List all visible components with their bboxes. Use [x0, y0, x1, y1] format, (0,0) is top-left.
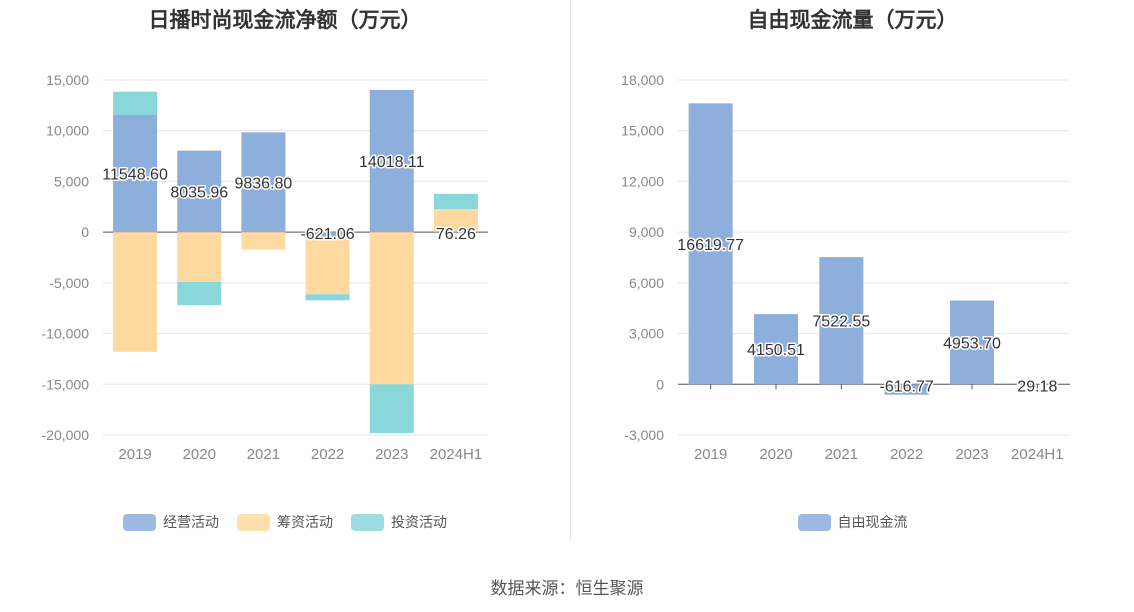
x-tick-label: 2022	[311, 446, 344, 463]
bar-筹资活动	[113, 232, 158, 352]
legend-item[interactable]: 自由现金流	[797, 512, 908, 532]
x-tick-label: 2021	[825, 446, 858, 463]
data-source-footer: 数据来源：恒生聚源	[490, 579, 644, 598]
data-label: -621.06	[300, 226, 354, 243]
y-tick-label: -10,000	[42, 326, 90, 342]
chart-title: 日播时尚现金流净额（万元）	[148, 9, 422, 32]
legend-swatch	[237, 513, 270, 531]
y-tick-label: 6,000	[629, 275, 664, 291]
y-tick-label: -15,000	[42, 376, 90, 392]
legend-label: 投资活动	[391, 514, 447, 530]
y-tick-label: 0	[656, 376, 664, 392]
chart-panel-free-cashflow: 自由现金流量（万元） 18,000 15,000 12,000 9,000 6,000 3…	[571, 0, 1134, 560]
legend-swatch	[123, 513, 156, 531]
y-tick-label: 9,000	[629, 224, 664, 240]
bar-筹资活动	[177, 232, 222, 282]
bar-自由现金流	[884, 384, 929, 395]
bar-筹资活动	[305, 238, 350, 295]
legend-label: 经营活动	[163, 514, 219, 530]
free-cashflow-chart: 18,000 15,000 12,000 9,000 6,000 3,000 0 -3,000…	[621, 72, 1070, 463]
legend-item[interactable]: 投资活动	[351, 512, 447, 532]
bar-自由现金流	[688, 103, 733, 385]
data-label: 11548.60	[102, 167, 168, 184]
data-label: 16619.77	[677, 237, 744, 254]
data-label: 8035.96	[170, 184, 228, 201]
x-tick-label: 2020	[759, 446, 792, 463]
legend: 经营活动 筹资活动 投资活动	[0, 512, 570, 532]
legend-label: 自由现金流	[837, 514, 908, 530]
data-label: 4953.70	[943, 335, 1001, 352]
x-tick-label: 2023	[955, 446, 988, 463]
bar-自由现金流	[1015, 383, 1060, 385]
y-tick-label: 3,000	[629, 326, 664, 342]
legend-swatch	[797, 513, 831, 531]
data-label: 9836.80	[234, 175, 292, 192]
cashflow-net-chart: 15,000 10,000 5,000 0 -5,000 -10,000 -15,000 -2…	[42, 72, 488, 463]
y-tick-label: -20,000	[42, 427, 90, 443]
legend-swatch	[351, 513, 384, 531]
data-label: 7522.55	[812, 314, 870, 331]
legend-item[interactable]: 经营活动	[123, 512, 219, 532]
bar-经营活动	[113, 115, 158, 233]
bar-经营活动	[241, 132, 286, 233]
bar-投资活动	[369, 384, 414, 433]
legend: 自由现金流	[571, 512, 1134, 532]
y-tick-label: 12,000	[621, 173, 664, 189]
bar-筹资活动	[369, 232, 414, 385]
y-tick-label: -3,000	[624, 427, 664, 443]
data-label: 76.26	[436, 226, 476, 243]
bar-经营活动	[305, 232, 350, 239]
chart-title: 自由现金流量（万元）	[747, 9, 958, 32]
bar-筹资活动	[433, 209, 478, 232]
bar-投资活动	[433, 193, 478, 210]
data-label: 4150.51	[747, 342, 805, 359]
bar-投资活动	[305, 294, 350, 301]
x-tick-label: 2021	[247, 446, 280, 463]
bar-投资活动	[113, 91, 158, 116]
x-tick-label: 2020	[183, 446, 216, 463]
x-tick-label: 2024H1	[430, 446, 483, 463]
data-label: 14018.11	[359, 154, 425, 171]
bar-经营活动	[369, 89, 414, 233]
y-tick-label: 0	[81, 224, 89, 240]
bar-自由现金流	[819, 257, 864, 385]
data-label: 29.18	[1017, 378, 1057, 395]
y-tick-label: 15,000	[46, 72, 89, 88]
x-tick-label: 2024H1	[1011, 446, 1064, 463]
x-tick-label: 2023	[375, 446, 408, 463]
x-tick-label: 2022	[890, 446, 923, 463]
chart-panel-cashflow-net: 日播时尚现金流净额（万元） 15,000 10,000 5,000 0 -5,000 -1…	[0, 0, 570, 560]
bar-筹资活动	[241, 232, 286, 250]
legend-label: 筹资活动	[277, 514, 333, 530]
bar-自由现金流	[754, 314, 798, 385]
y-tick-label: 10,000	[46, 123, 89, 139]
bar-自由现金流	[950, 300, 994, 385]
y-tick-label: -5,000	[49, 275, 89, 291]
x-tick-label: 2019	[694, 446, 727, 463]
y-tick-label: 18,000	[621, 72, 664, 88]
y-tick-label: 5,000	[54, 173, 89, 189]
data-label: -616.77	[880, 378, 934, 395]
bar-经营活动	[177, 150, 222, 233]
panel-divider	[570, 0, 571, 542]
x-tick-label: 2019	[118, 446, 151, 463]
legend-item[interactable]: 筹资活动	[237, 512, 333, 532]
bar-投资活动	[177, 281, 222, 306]
y-tick-label: 15,000	[621, 123, 664, 139]
bar-经营活动	[433, 231, 478, 233]
